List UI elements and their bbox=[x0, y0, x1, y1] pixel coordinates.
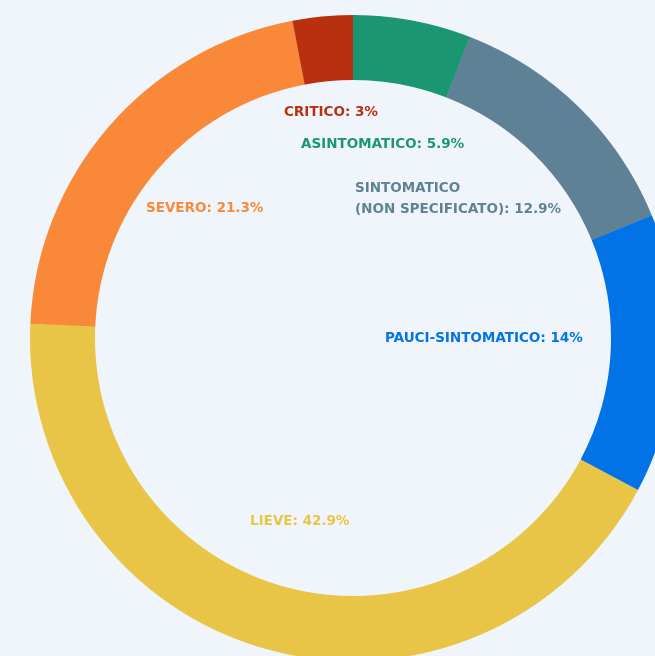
slice-label: LIEVE: 42.9% bbox=[250, 513, 350, 529]
slice-label: (NON SPECIFICATO): 12.9% bbox=[355, 201, 562, 217]
slice-label: ASINTOMATICO: 5.9% bbox=[301, 136, 465, 152]
donut-slice bbox=[292, 15, 353, 85]
slice-label: SINTOMATICO bbox=[355, 180, 460, 196]
slice-label: PAUCI-SINTOMATICO: 14% bbox=[385, 330, 583, 346]
donut-slice bbox=[580, 215, 655, 491]
slice-label: SEVERO: 21.3% bbox=[146, 200, 264, 216]
slice-label: CRITICO: 3% bbox=[284, 104, 378, 120]
donut-slice bbox=[353, 15, 471, 98]
donut-slice bbox=[30, 20, 305, 327]
donut-slice bbox=[30, 323, 638, 656]
donut-slice bbox=[446, 36, 652, 241]
